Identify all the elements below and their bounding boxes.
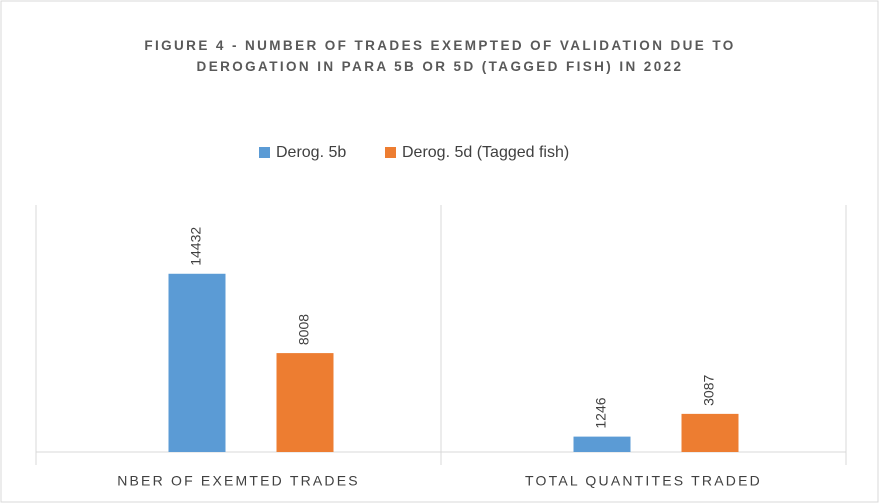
- bar: [573, 436, 631, 452]
- data-label: 14432: [188, 227, 204, 266]
- legend-swatch: [259, 147, 270, 158]
- bar: [276, 353, 334, 452]
- chart-title: FIGURE 4 - NUMBER OF TRADES EXEMPTED OF …: [144, 38, 736, 74]
- bar: [168, 273, 226, 452]
- bar: [681, 413, 739, 452]
- data-label: 1246: [593, 397, 609, 428]
- data-label: 8008: [296, 314, 312, 345]
- x-tick-label: NBER OF EXEMTED TRADES: [117, 473, 360, 489]
- legend-label: Derog. 5d (Tagged fish): [402, 144, 569, 161]
- x-tick-label: TOTAL QUANTITES TRADED: [525, 473, 762, 489]
- legend-swatch: [385, 147, 396, 158]
- legend-label: Derog. 5b: [276, 144, 346, 161]
- data-label: 3087: [701, 375, 717, 406]
